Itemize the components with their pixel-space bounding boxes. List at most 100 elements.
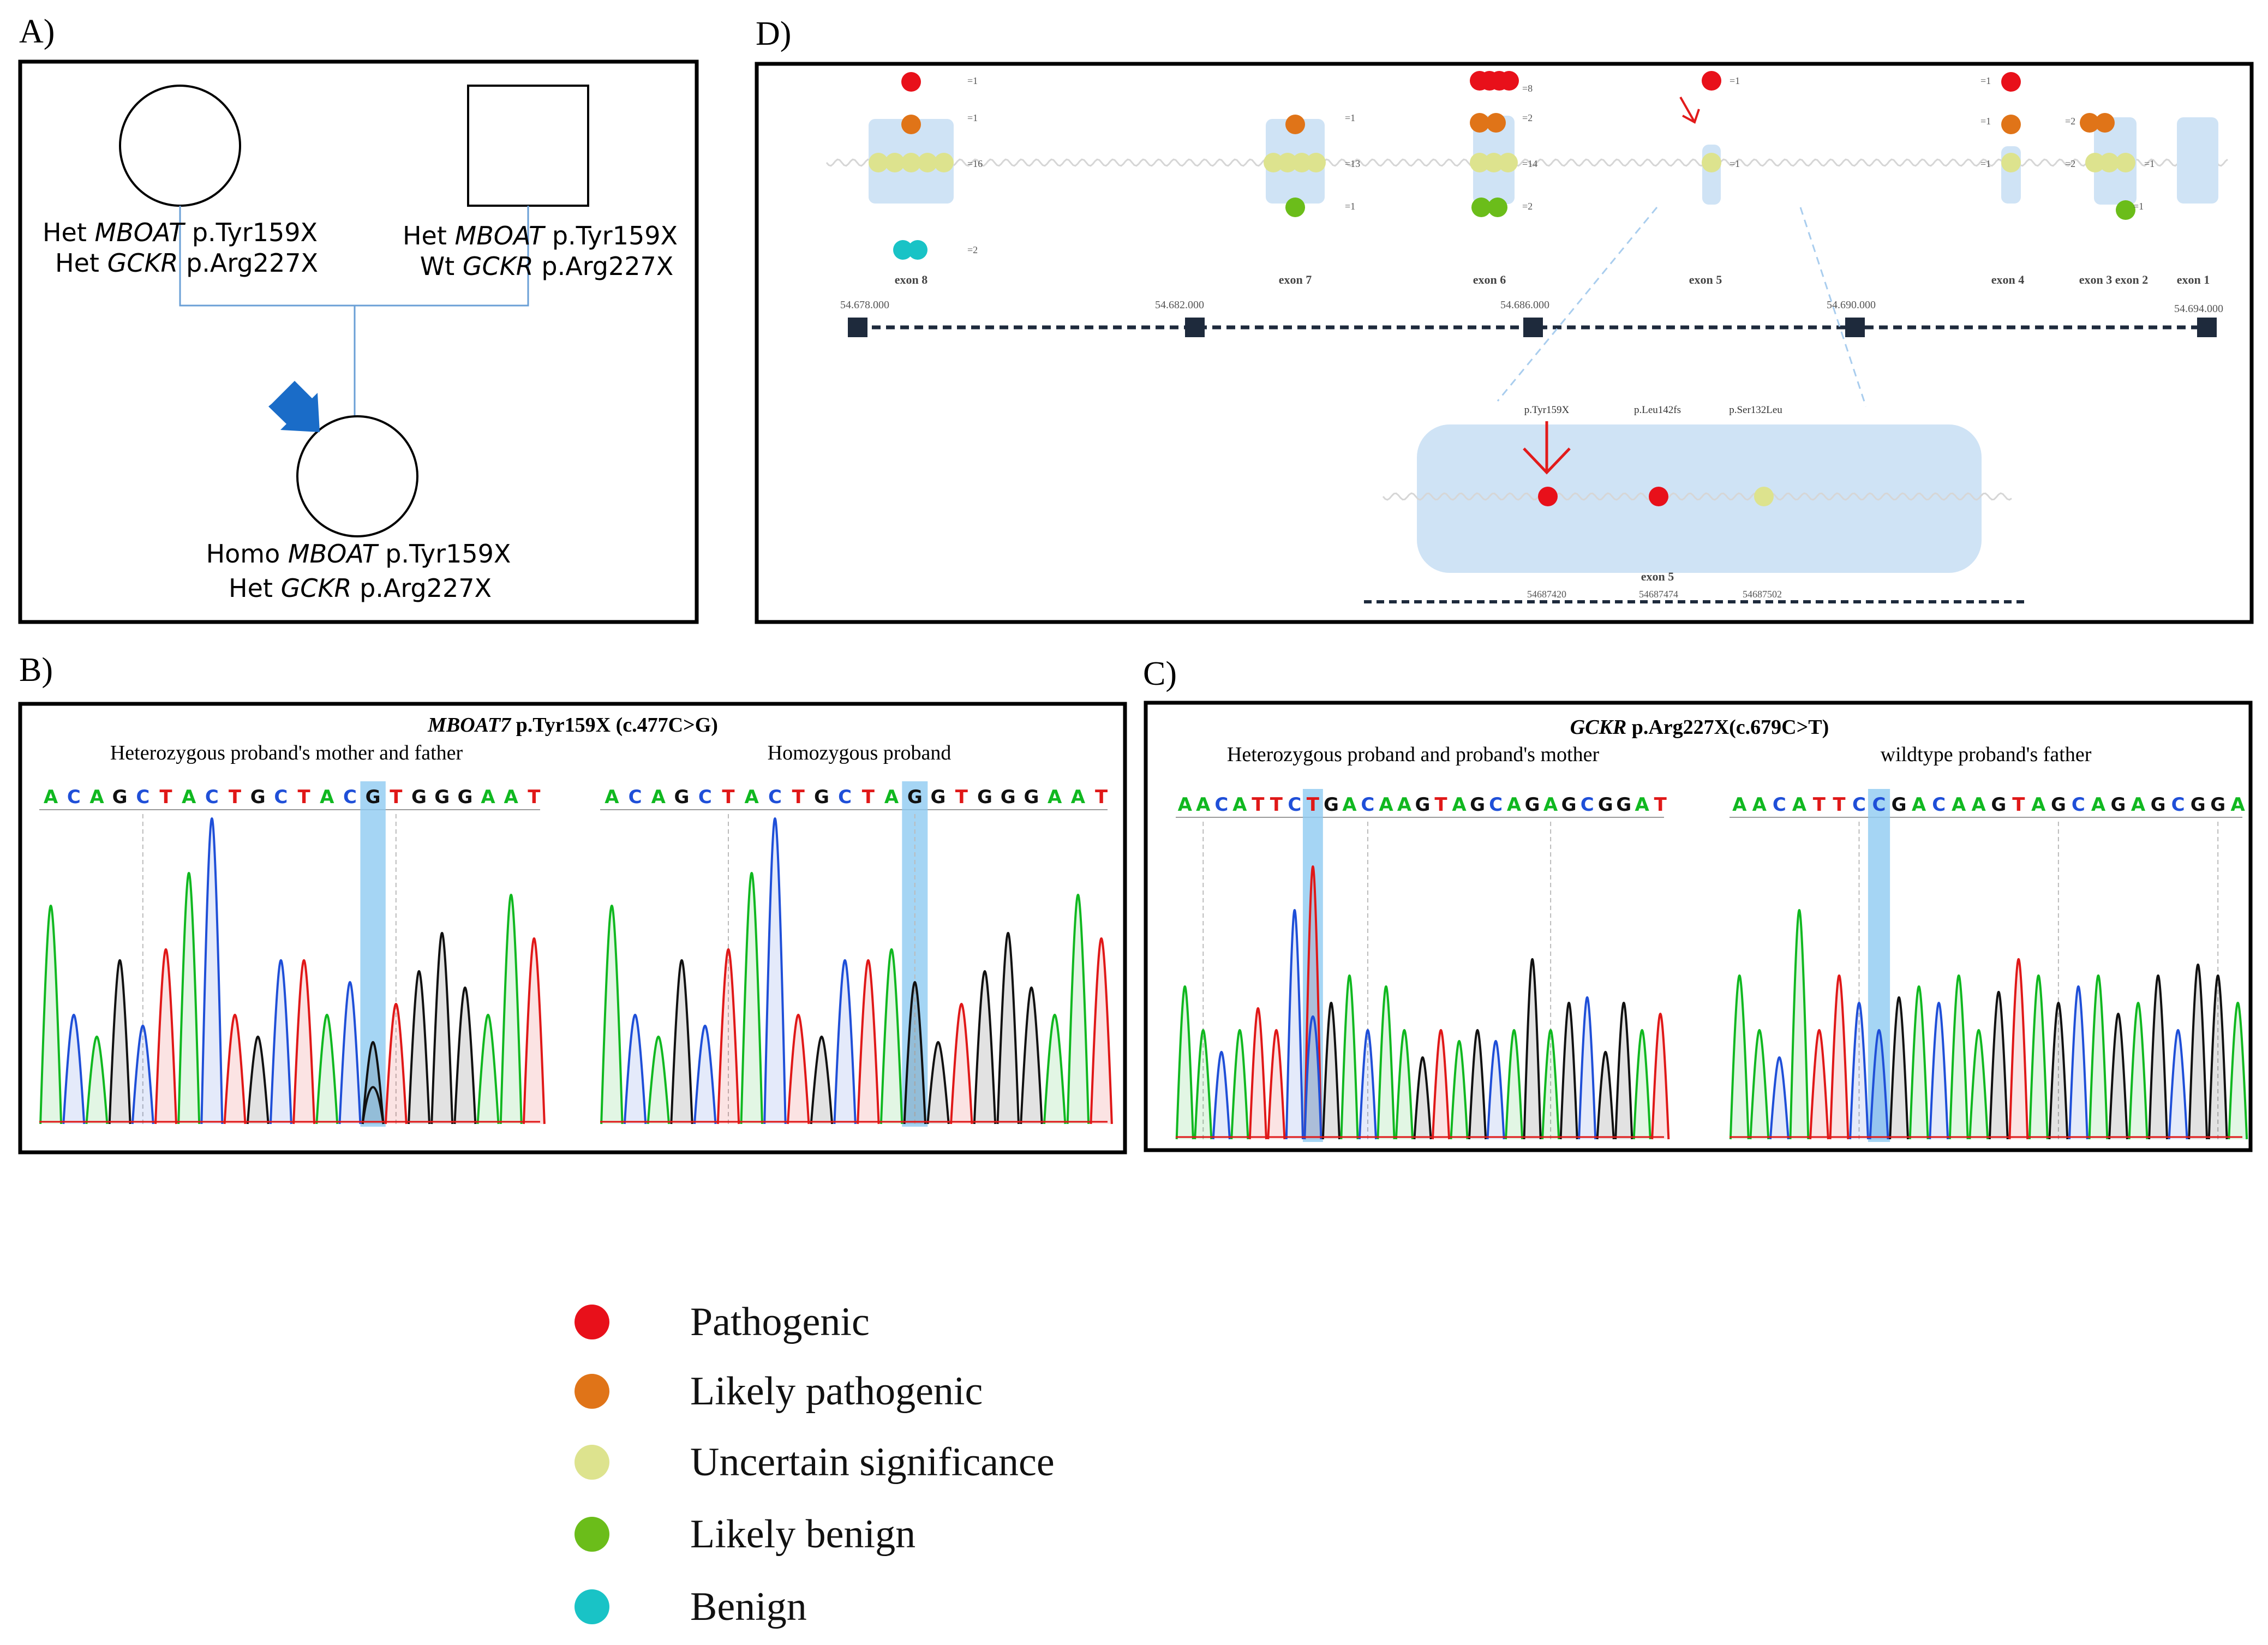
base-call: A [1048,786,1062,808]
base-call: G [1561,794,1577,816]
trace-peak [1614,1001,1633,1140]
legend: Pathogenic Likely pathogenic Uncertain sig… [575,1300,1055,1629]
variant-dot [1499,71,1519,91]
base-call: C [1581,794,1594,816]
trace-peak [2148,974,2169,1140]
trace-peak [1769,1056,1790,1140]
trace-peak [1829,974,1850,1140]
base-call: A [1752,794,1767,816]
variant-dot [1264,153,1283,172]
trace-secondary-peak [361,1086,385,1124]
trace-peak [2128,1001,2149,1140]
variant-count: =1 [2144,158,2155,169]
base-call: A [2091,794,2106,816]
proband-circle [296,415,418,537]
trace-peak [85,1035,109,1124]
exon-name-label: exon 1 [2177,273,2210,286]
zoom-backbone [1382,492,2012,501]
base-call: A [1635,794,1650,816]
variant-count: =1 [1980,158,1991,169]
base-call: A [745,786,759,808]
base-call: G [674,786,690,808]
trace-peak [292,959,316,1124]
trace-peak [338,980,362,1124]
base-call: G [1892,794,1907,816]
trace-peak [1869,1028,1889,1140]
exon5-arrow-icon [1679,97,1700,124]
base-call: C [205,786,219,808]
trace-peak [2108,1012,2128,1140]
panel-a-frame [18,59,699,624]
trace-peak [361,1040,385,1124]
base-call: G [250,786,266,808]
variant-count: =2 [1522,201,1533,212]
variant-count: =1 [1980,116,1991,127]
trace-peak [1321,1001,1341,1140]
base-call: C [343,786,357,808]
panel-c-right-caption: wildtype proband's father [1881,743,2092,766]
mother-circle [119,85,241,207]
trace-peak [384,1002,408,1124]
base-call: A [605,786,619,808]
trace-peak [200,817,224,1124]
variant-dot [1285,115,1305,134]
zoom-position-label: 54687474 [1639,589,1678,600]
base-call: A [1379,794,1393,816]
trace-peak [223,1013,247,1124]
base-call: C [1773,794,1786,816]
trace-peak [763,817,787,1124]
trace-peak [430,931,454,1124]
exon-name-label: exon 8 [895,273,928,286]
proband-genotype-2: Het GCKR p.Arg227X [229,573,492,603]
exon-name-label: exon 5 [1689,273,1722,286]
variant-dot [2085,153,2105,172]
zoom-variant-dot [1649,487,1668,506]
base-call: A [2031,794,2046,816]
variant-count: =2 [2065,116,2075,127]
trace-peak [786,1013,810,1124]
trace-peak [1809,1028,1829,1140]
base-call: A [182,786,196,808]
base-call: A [651,786,666,808]
mother-genotype-1: Het MBOAT p.Tyr159X [43,218,318,247]
base-call: G [1616,794,1631,816]
base-call: G [1470,794,1485,816]
variant-dot [1292,153,1312,172]
base-call: C [2072,794,2085,816]
exon-name-label: exon 4 [1991,273,2025,286]
base-call: T [2012,794,2025,816]
trace-peak [740,871,763,1124]
variant-dot [901,72,921,92]
coordinate-label: 54.694.000 [2174,303,2223,315]
variant-count: =1 [1730,75,1740,86]
base-call: A [89,786,104,808]
variant-dot [2116,200,2135,220]
base-call: G [457,786,472,808]
trace-peak [1596,1050,1615,1140]
exon-map: =1 =1 =16 =2 =1 =13 =1 =8 =2 =14 =2 =1 =1 =1 =1 =1 =2 =2 =… [825,71,2228,603]
variant-dot [1470,153,1489,172]
trace-peak [1468,1028,1487,1140]
trace-peak [1789,908,1810,1140]
base-call: A [1543,794,1558,816]
zoom-line-right [1799,207,1867,407]
coordinate-marker [2197,318,2217,337]
base-call: C [629,786,642,808]
base-call: G [411,786,427,808]
base-call: C [838,786,852,808]
zoom-exon-label: exon 5 [1641,570,1674,583]
trace-peak [2207,974,2228,1140]
legend-swatch [575,1517,609,1552]
trace-peak [2028,974,2049,1140]
variant-dot [1484,153,1504,172]
trace-peak [903,980,927,1124]
trace-secondary-peak [1303,1015,1322,1140]
base-call: T [792,786,805,808]
trace-peak [833,959,857,1124]
coordinate-marker [848,318,867,337]
base-call: C [136,786,149,808]
base-call: T [1307,794,1320,816]
variant-dot [2001,72,2021,92]
trace-peak [1267,1028,1286,1140]
